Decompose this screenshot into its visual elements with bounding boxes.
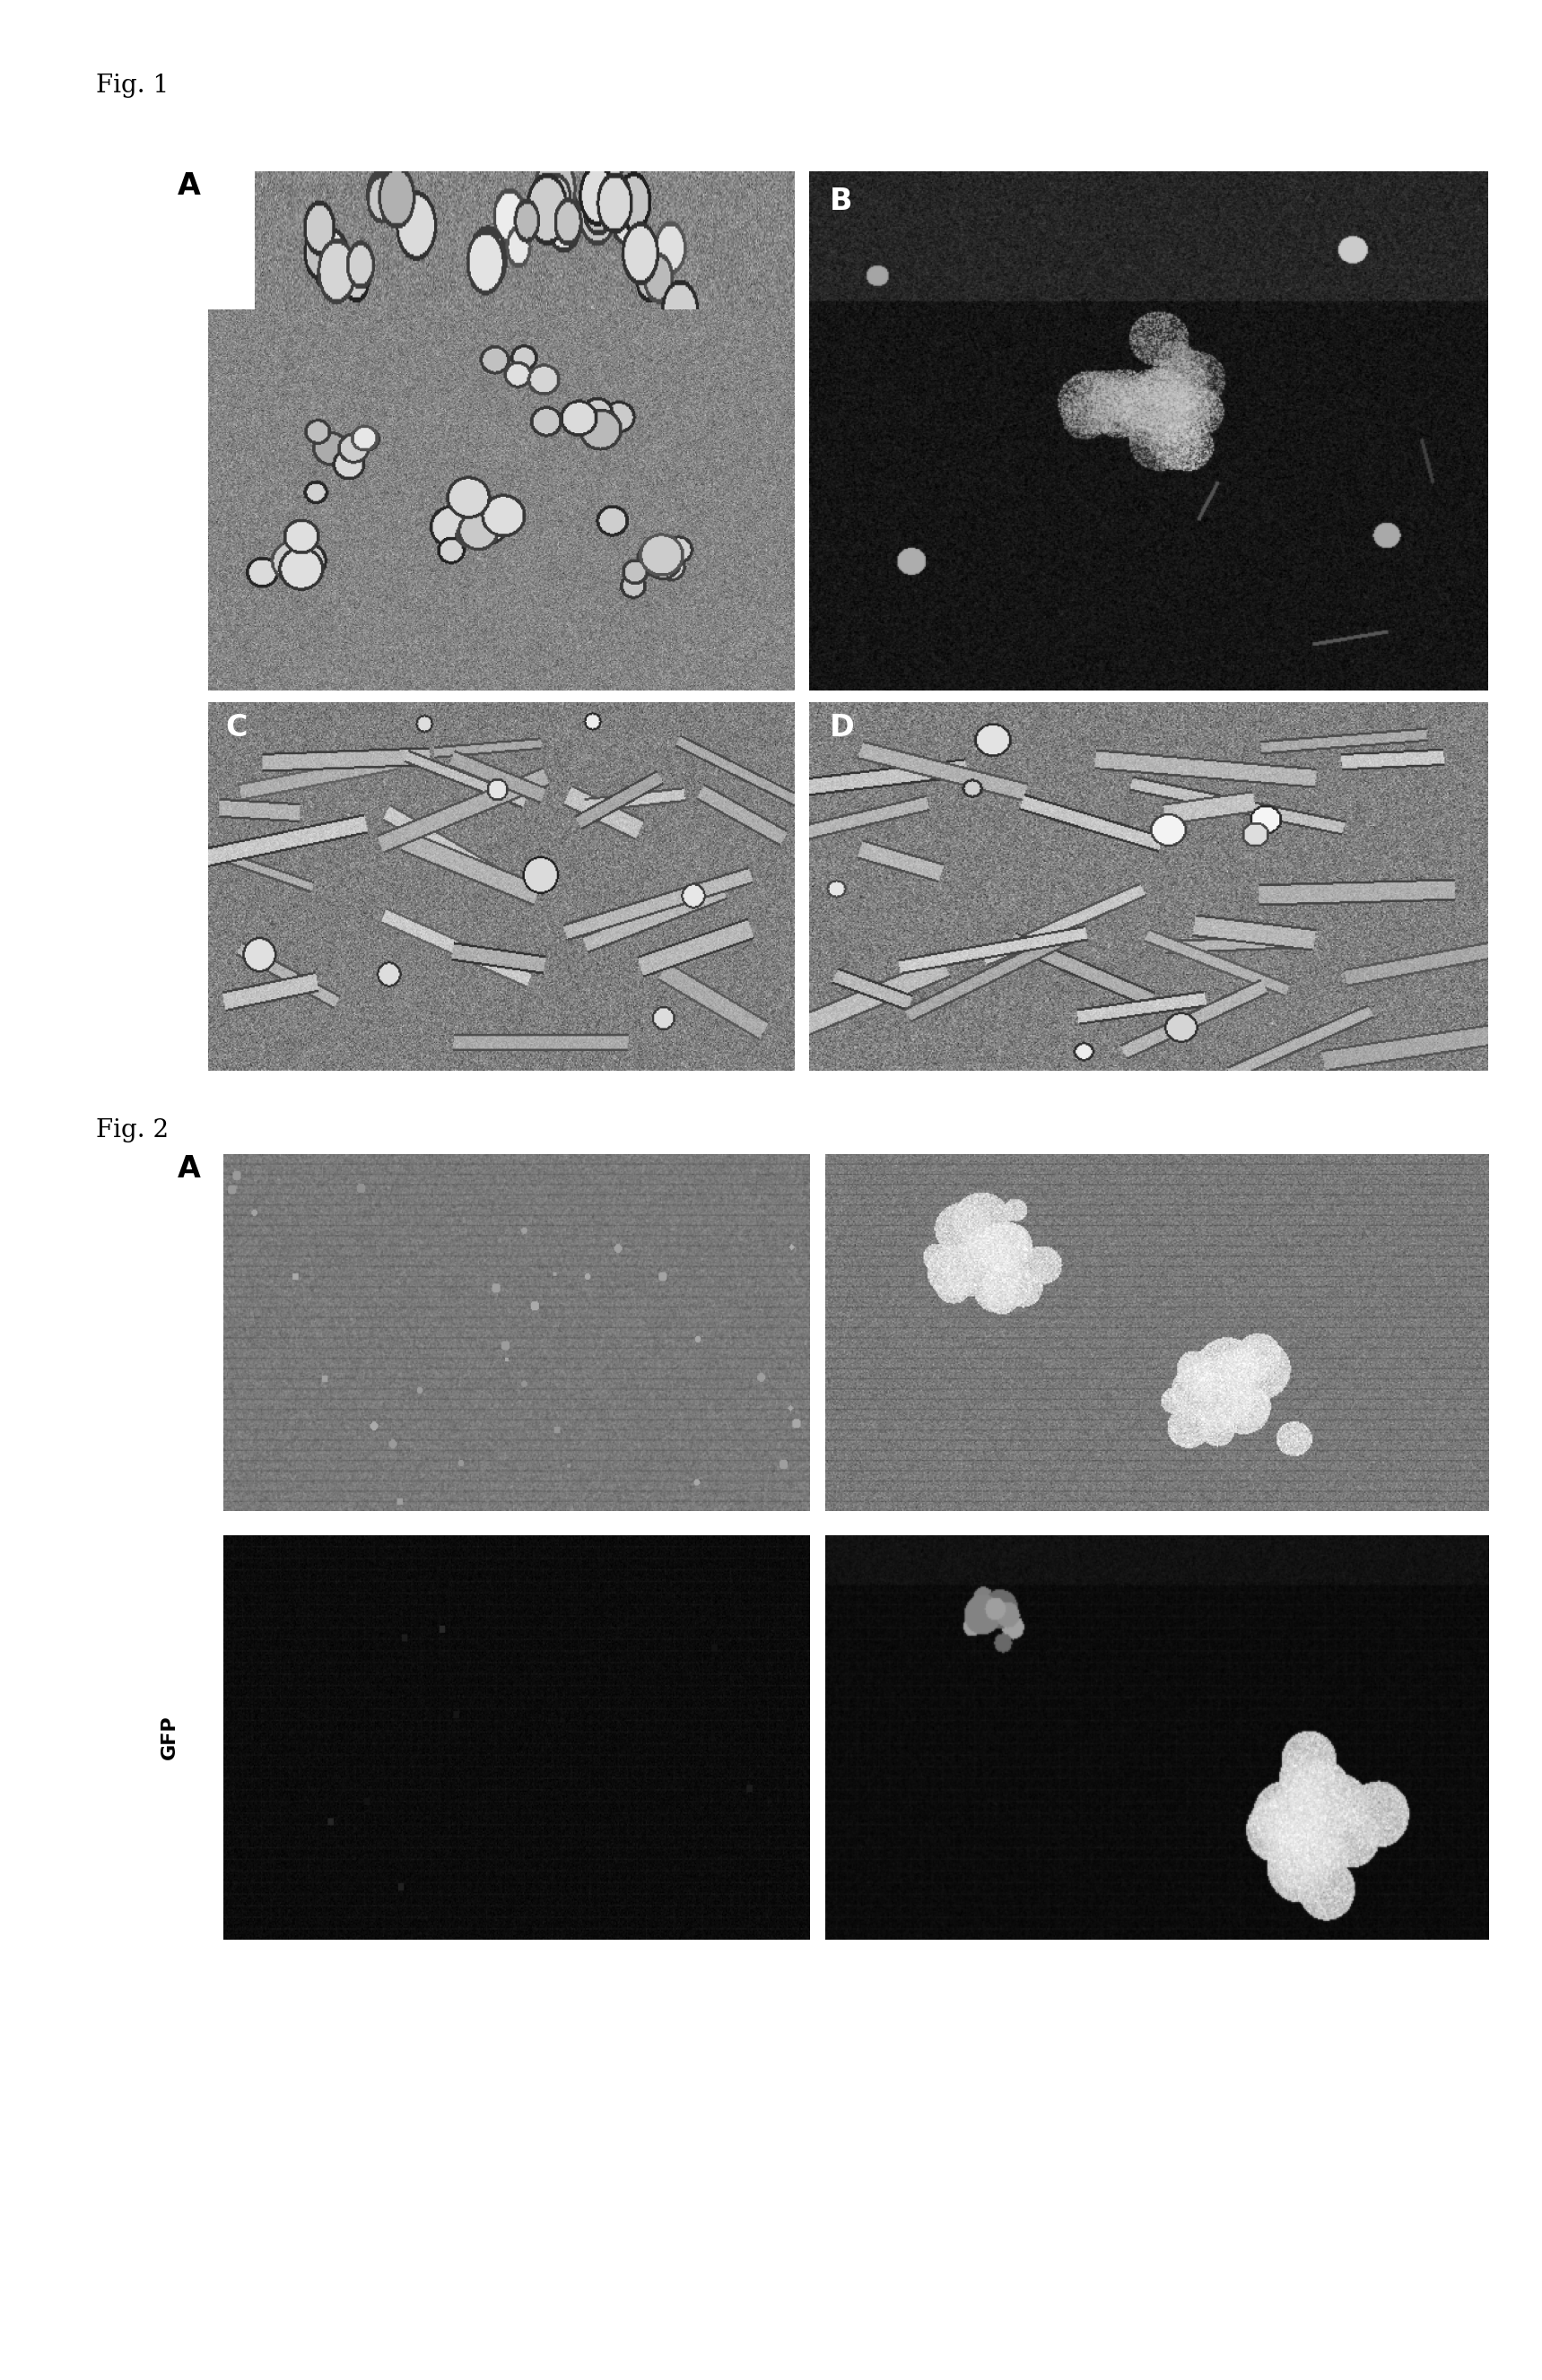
Text: D: D bbox=[830, 714, 854, 743]
Text: A: A bbox=[177, 171, 200, 200]
Text: B: B bbox=[830, 188, 853, 217]
Text: C: C bbox=[225, 714, 248, 743]
Text: Fig. 1: Fig. 1 bbox=[96, 74, 168, 98]
Text: GFP: GFP bbox=[160, 1716, 179, 1759]
Text: A: A bbox=[177, 1154, 200, 1183]
Text: Fig. 2: Fig. 2 bbox=[96, 1119, 168, 1142]
